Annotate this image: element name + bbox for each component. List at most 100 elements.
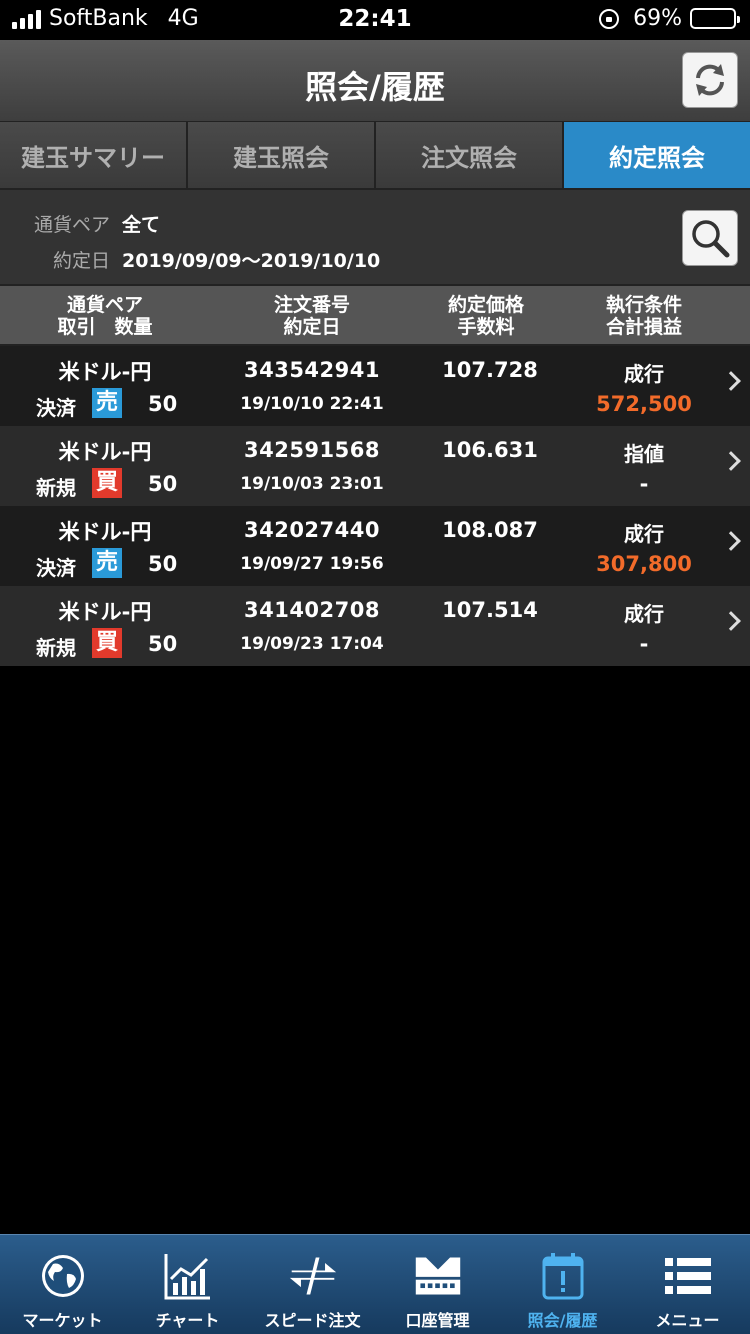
- search-icon: [692, 220, 730, 258]
- col-header-pair-line2: 取引 数量: [57, 316, 153, 338]
- nav-speed-order-label: スピード注文: [264, 1311, 361, 1330]
- row-condition: 指値: [624, 442, 664, 466]
- row-qty: 50: [148, 632, 178, 656]
- nav-speed-order[interactable]: スピード注文: [250, 1235, 375, 1334]
- app-header: 照会/履歴: [0, 40, 750, 122]
- nav-history-label: 照会/履歴: [527, 1311, 598, 1330]
- row-order-no: 343542941: [243, 358, 380, 382]
- chevron-right-icon[interactable]: [721, 531, 741, 551]
- tab-position-inquiry[interactable]: 建玉照会: [188, 122, 376, 190]
- bottom-nav: マーケット チャート スピード注文: [0, 1234, 750, 1334]
- row-pnl: 307,800: [596, 552, 692, 576]
- nav-history[interactable]: 照会/履歴: [500, 1235, 625, 1334]
- nav-account-label: 口座管理: [405, 1311, 470, 1330]
- battery-percent: 69%: [633, 6, 682, 31]
- filter-date-label: 約定日: [52, 250, 110, 272]
- col-header-pair-line1: 通貨ペア: [66, 294, 143, 316]
- nav-market[interactable]: マーケット: [0, 1235, 125, 1334]
- row-order-no: 342591568: [243, 438, 380, 462]
- filter-date-row: 約定日 2019/09/09〜2019/10/10: [0, 246, 380, 273]
- row-pnl: -: [639, 472, 649, 496]
- row-qty: 50: [148, 552, 178, 576]
- row-pnl: 572,500: [596, 392, 692, 416]
- row-condition: 成行: [624, 362, 664, 386]
- refresh-icon: [696, 64, 724, 96]
- row-pair: 米ドル-円: [58, 600, 152, 624]
- globe-icon: [38, 1251, 88, 1301]
- tab-position-summary[interactable]: 建玉サマリー: [0, 122, 188, 190]
- row-datetime: 19/10/10 22:41: [240, 394, 384, 414]
- row-qty: 50: [148, 392, 178, 416]
- filter-pair-label: 通貨ペア: [33, 214, 110, 236]
- filter-date-value: 2019/09/09〜2019/10/10: [122, 250, 381, 272]
- search-button[interactable]: [682, 210, 738, 266]
- sell-badge: 売: [92, 548, 122, 578]
- row-trade-type: 新規: [36, 636, 76, 660]
- row-datetime: 19/10/03 23:01: [240, 474, 384, 494]
- col-header-condition: 執行条件 合計損益: [578, 294, 710, 338]
- chevron-right-icon[interactable]: [721, 611, 741, 631]
- network-type: 4G: [167, 6, 199, 31]
- col-header-order-line1: 注文番号: [273, 294, 350, 316]
- row-condition: 成行: [624, 522, 664, 546]
- table-row[interactable]: 米ドル-円 決済 売 50 343542941 19/10/10 22:41 1…: [0, 346, 750, 426]
- battery-icon: [690, 8, 740, 29]
- col-header-order: 注文番号 約定日: [222, 294, 402, 338]
- nav-account[interactable]: 口座管理: [375, 1235, 500, 1334]
- nav-chart-label: チャート: [155, 1311, 220, 1330]
- chevron-right-icon[interactable]: [721, 371, 741, 391]
- row-trade-type: 決済: [36, 556, 76, 580]
- speed-order-icon: [288, 1251, 338, 1301]
- table-row[interactable]: 米ドル-円 新規 買 50 342591568 19/10/03 23:01 1…: [0, 426, 750, 506]
- nav-menu-label: メニュー: [655, 1311, 720, 1330]
- row-price: 106.631: [442, 438, 538, 462]
- status-right: 69%: [599, 6, 740, 31]
- chevron-right-icon[interactable]: [721, 451, 741, 471]
- nav-market-label: マーケット: [22, 1311, 103, 1330]
- row-trade-type: 決済: [36, 396, 76, 420]
- tab-execution-inquiry[interactable]: 約定照会: [564, 122, 750, 190]
- status-bar: SoftBank 4G 22:41 69%: [0, 0, 750, 40]
- row-qty: 50: [148, 472, 178, 496]
- menu-icon: [663, 1251, 713, 1301]
- status-time: 22:41: [338, 6, 412, 32]
- filter-pair-value: 全て: [122, 214, 161, 236]
- signal-icon: [12, 9, 41, 29]
- nav-menu[interactable]: メニュー: [625, 1235, 750, 1334]
- row-price: 107.728: [442, 358, 538, 382]
- nav-chart[interactable]: チャート: [125, 1235, 250, 1334]
- orientation-lock-icon: [599, 8, 620, 29]
- col-header-price: 約定価格 手数料: [416, 294, 556, 338]
- col-header-price-line1: 約定価格: [447, 294, 524, 316]
- row-price: 107.514: [442, 598, 538, 622]
- row-datetime: 19/09/23 17:04: [240, 634, 384, 654]
- row-datetime: 19/09/27 19:56: [240, 554, 384, 574]
- carrier-name: SoftBank: [49, 6, 148, 31]
- row-condition: 成行: [624, 602, 664, 626]
- buy-badge: 買: [92, 628, 122, 658]
- column-headers: 通貨ペア 取引 数量 注文番号 約定日 約定価格 手数料 執行条件 合計損益: [0, 284, 750, 346]
- tab-order-inquiry[interactable]: 注文照会: [376, 122, 564, 190]
- row-order-no: 342027440: [243, 518, 380, 542]
- col-header-pair: 通貨ペア 取引 数量: [20, 294, 190, 338]
- sell-badge: 売: [92, 388, 122, 418]
- chart-icon: [163, 1251, 213, 1301]
- tab-bar: 建玉サマリー 建玉照会 注文照会 約定照会: [0, 122, 750, 190]
- row-pnl: -: [639, 632, 649, 656]
- account-icon: [413, 1251, 463, 1301]
- filter-pair-row: 通貨ペア 全て: [0, 210, 160, 237]
- refresh-button[interactable]: [682, 52, 738, 108]
- table-row[interactable]: 米ドル-円 新規 買 50 341402708 19/09/23 17:04 1…: [0, 586, 750, 666]
- col-header-order-line2: 約定日: [283, 316, 341, 338]
- row-price: 108.087: [442, 518, 538, 542]
- row-pair: 米ドル-円: [58, 360, 152, 384]
- page-title: 照会/履歴: [305, 68, 445, 106]
- col-header-price-line2: 手数料: [457, 316, 515, 338]
- col-header-condition-line2: 合計損益: [605, 316, 682, 338]
- row-pair: 米ドル-円: [58, 440, 152, 464]
- row-order-no: 341402708: [243, 598, 380, 622]
- row-pair: 米ドル-円: [58, 520, 152, 544]
- table-row[interactable]: 米ドル-円 決済 売 50 342027440 19/09/27 19:56 1…: [0, 506, 750, 586]
- status-left: SoftBank 4G: [12, 6, 199, 31]
- history-icon: [538, 1251, 588, 1301]
